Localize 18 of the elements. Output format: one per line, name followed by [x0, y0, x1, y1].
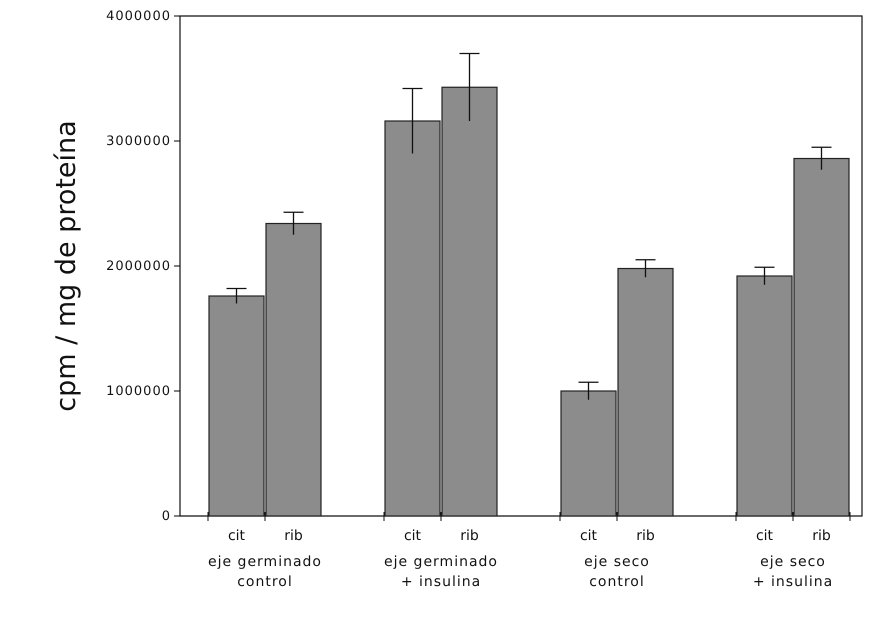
x-tick-label: rib — [460, 528, 479, 544]
y-tick-label: 1000000 — [106, 384, 171, 400]
x-tick-label: rib — [636, 528, 655, 544]
x-tick-label: cit — [580, 528, 598, 544]
y-tick-label: 4000000 — [106, 9, 171, 24]
y-tick-label: 3000000 — [106, 134, 171, 150]
text: eje seco control — [584, 554, 650, 590]
x-tick-label: cit — [756, 528, 774, 544]
x-tick-label: rib — [812, 528, 831, 544]
text: eje germinado + insulina — [384, 554, 498, 590]
text: eje germinado control — [208, 554, 322, 590]
x-tick-label: cit — [404, 528, 422, 544]
y-tick-label: 0 — [162, 509, 171, 524]
text: eje seco + insulina — [752, 554, 834, 590]
y-axis-title: cpm / mg de proteína — [51, 120, 82, 412]
x-tick-label: rib — [284, 528, 303, 544]
x-tick-label: cit — [228, 528, 246, 544]
y-tick-label: 2000000 — [106, 259, 171, 274]
